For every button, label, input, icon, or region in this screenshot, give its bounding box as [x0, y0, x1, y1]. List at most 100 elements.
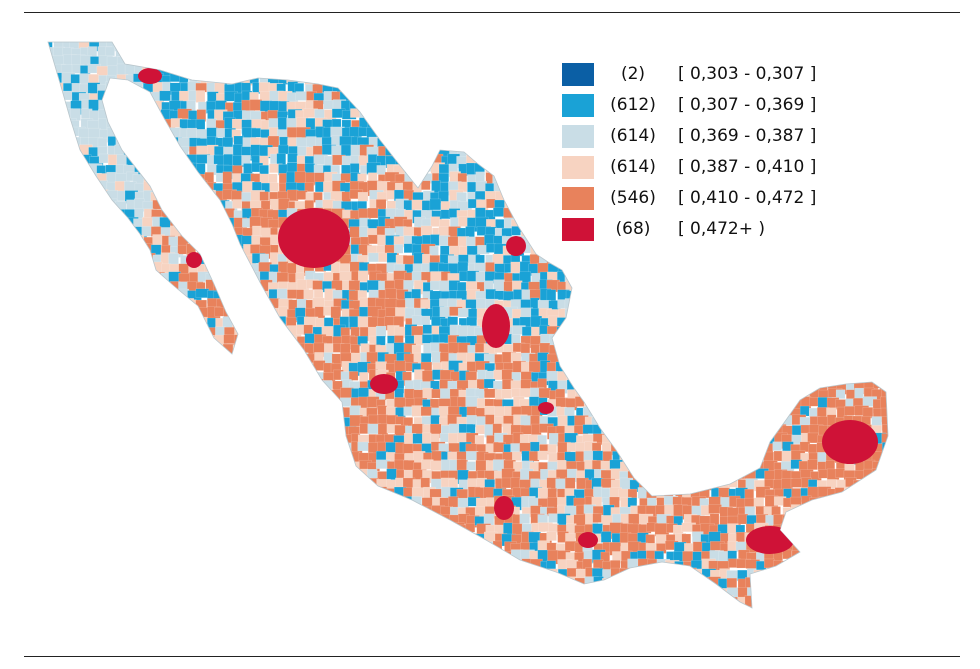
municipality — [213, 243, 225, 254]
municipality — [494, 90, 506, 102]
municipality — [881, 326, 888, 342]
municipality — [159, 154, 172, 167]
municipality — [214, 414, 224, 426]
municipality — [539, 190, 554, 202]
municipality — [222, 417, 237, 431]
municipality — [48, 73, 57, 88]
municipality — [177, 244, 187, 255]
municipality — [160, 127, 172, 138]
municipality — [52, 407, 66, 420]
municipality — [432, 65, 446, 80]
municipality — [891, 280, 903, 291]
municipality — [618, 48, 631, 61]
municipality — [141, 370, 156, 383]
municipality — [368, 63, 382, 78]
municipality — [250, 308, 265, 324]
municipality — [61, 244, 74, 260]
municipality — [627, 378, 643, 393]
municipality — [48, 380, 58, 392]
municipality — [771, 398, 785, 409]
municipality — [873, 72, 888, 86]
municipality — [240, 389, 253, 400]
municipality — [161, 354, 171, 364]
municipality — [115, 335, 128, 349]
municipality — [170, 156, 182, 169]
municipality — [72, 252, 87, 266]
municipality — [241, 372, 257, 385]
municipality — [816, 361, 827, 374]
municipality — [295, 478, 306, 489]
municipality — [690, 308, 704, 321]
municipality — [349, 480, 363, 494]
municipality — [349, 405, 361, 416]
municipality — [728, 326, 741, 339]
municipality — [646, 42, 661, 53]
municipality — [412, 433, 423, 444]
municipality — [96, 389, 110, 402]
municipality — [368, 172, 378, 182]
municipality — [206, 136, 217, 147]
municipality — [449, 117, 459, 131]
municipality — [503, 54, 517, 69]
municipality — [853, 226, 866, 239]
municipality — [48, 200, 58, 213]
municipality — [618, 405, 634, 420]
municipality — [439, 135, 455, 148]
municipality — [277, 56, 288, 67]
municipality — [889, 235, 899, 246]
municipality — [403, 145, 416, 159]
municipality — [854, 487, 864, 498]
municipality — [357, 55, 371, 70]
municipality — [259, 326, 272, 336]
municipality — [495, 84, 509, 97]
municipality — [726, 297, 740, 312]
municipality — [197, 217, 210, 228]
municipality — [628, 272, 642, 287]
municipality — [142, 426, 155, 438]
municipality — [125, 235, 138, 248]
municipality — [331, 135, 341, 147]
municipality — [71, 378, 84, 390]
municipality — [780, 369, 794, 380]
municipality — [600, 370, 614, 381]
municipality — [529, 91, 540, 104]
municipality — [521, 326, 533, 337]
municipality — [636, 443, 649, 453]
municipality — [62, 497, 72, 509]
municipality — [772, 315, 788, 330]
municipality — [357, 192, 369, 202]
municipality — [125, 397, 140, 410]
municipality — [476, 127, 490, 141]
municipality — [798, 263, 811, 278]
municipality — [179, 162, 195, 178]
municipality — [70, 279, 81, 294]
municipality — [179, 379, 195, 394]
municipality — [645, 351, 659, 364]
municipality — [754, 424, 770, 439]
municipality — [538, 208, 554, 220]
municipality — [142, 298, 157, 313]
municipality — [673, 282, 684, 296]
municipality — [484, 405, 495, 416]
municipality — [180, 333, 195, 348]
municipality — [116, 460, 129, 472]
municipality — [620, 388, 635, 401]
municipality — [195, 379, 206, 391]
municipality — [591, 298, 601, 314]
municipality — [394, 92, 410, 105]
municipality — [476, 99, 489, 114]
municipality — [900, 398, 912, 410]
municipality — [870, 102, 884, 113]
municipality — [899, 119, 908, 132]
municipality — [828, 298, 840, 313]
municipality — [520, 47, 533, 57]
municipality — [555, 336, 566, 350]
municipality — [890, 154, 899, 165]
municipality — [709, 290, 722, 303]
municipality — [232, 165, 243, 175]
municipality — [206, 379, 220, 391]
municipality — [475, 42, 486, 48]
municipality — [791, 326, 806, 340]
municipality — [889, 299, 900, 310]
municipality — [466, 100, 481, 112]
